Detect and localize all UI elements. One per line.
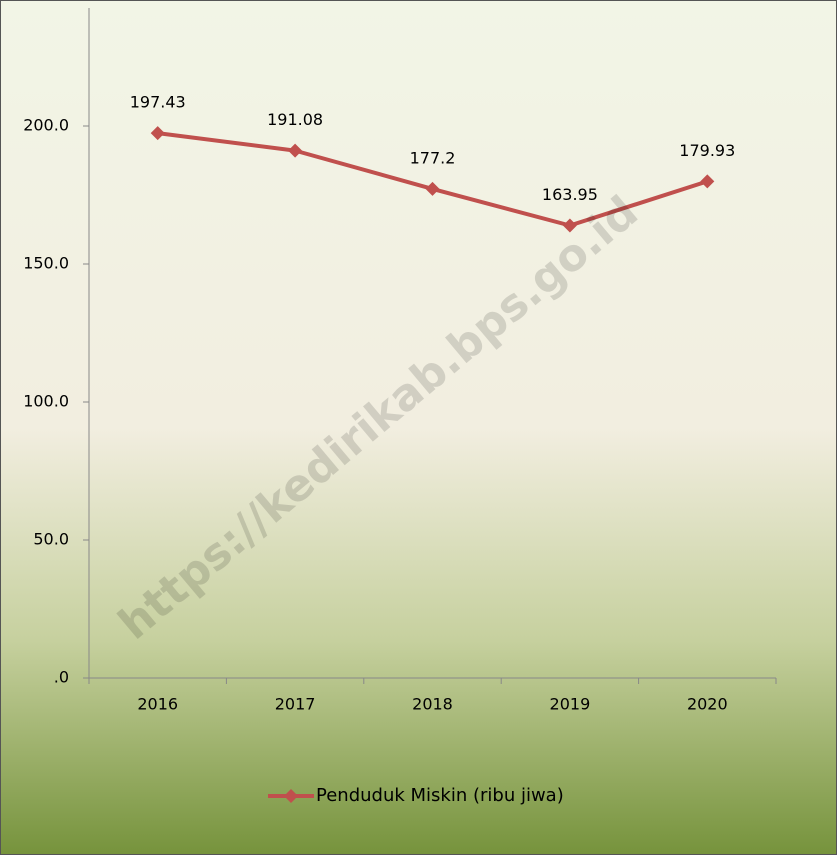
data-label: 177.2 xyxy=(410,148,456,167)
x-tick-label: 2018 xyxy=(412,695,453,714)
data-label: 191.08 xyxy=(267,110,323,129)
marker xyxy=(562,218,577,233)
data-label: 197.43 xyxy=(130,93,186,112)
marker xyxy=(425,181,440,196)
legend-label: Penduduk Miskin (ribu jiwa) xyxy=(316,785,564,806)
x-tick-label: 2019 xyxy=(550,695,591,714)
y-tick-label: .0 xyxy=(54,668,69,687)
data-label: 179.93 xyxy=(679,141,735,160)
x-tick-label: 2020 xyxy=(687,695,728,714)
marker xyxy=(288,143,303,158)
y-tick-label: 200.0 xyxy=(23,116,69,135)
y-tick-label: 50.0 xyxy=(33,530,69,549)
plot-area: .0 50.0 100.0 150.0 200.0 2016 2017 2018 2019 202… xyxy=(23,8,777,806)
y-tick-label: 100.0 xyxy=(23,392,69,411)
marker xyxy=(700,174,715,189)
x-tick-label: 2016 xyxy=(137,695,178,714)
data-label: 163.95 xyxy=(542,185,598,204)
y-tick-label: 150.0 xyxy=(23,254,69,273)
marker xyxy=(150,126,165,141)
x-tick-label: 2017 xyxy=(275,695,316,714)
legend-marker xyxy=(284,789,298,803)
